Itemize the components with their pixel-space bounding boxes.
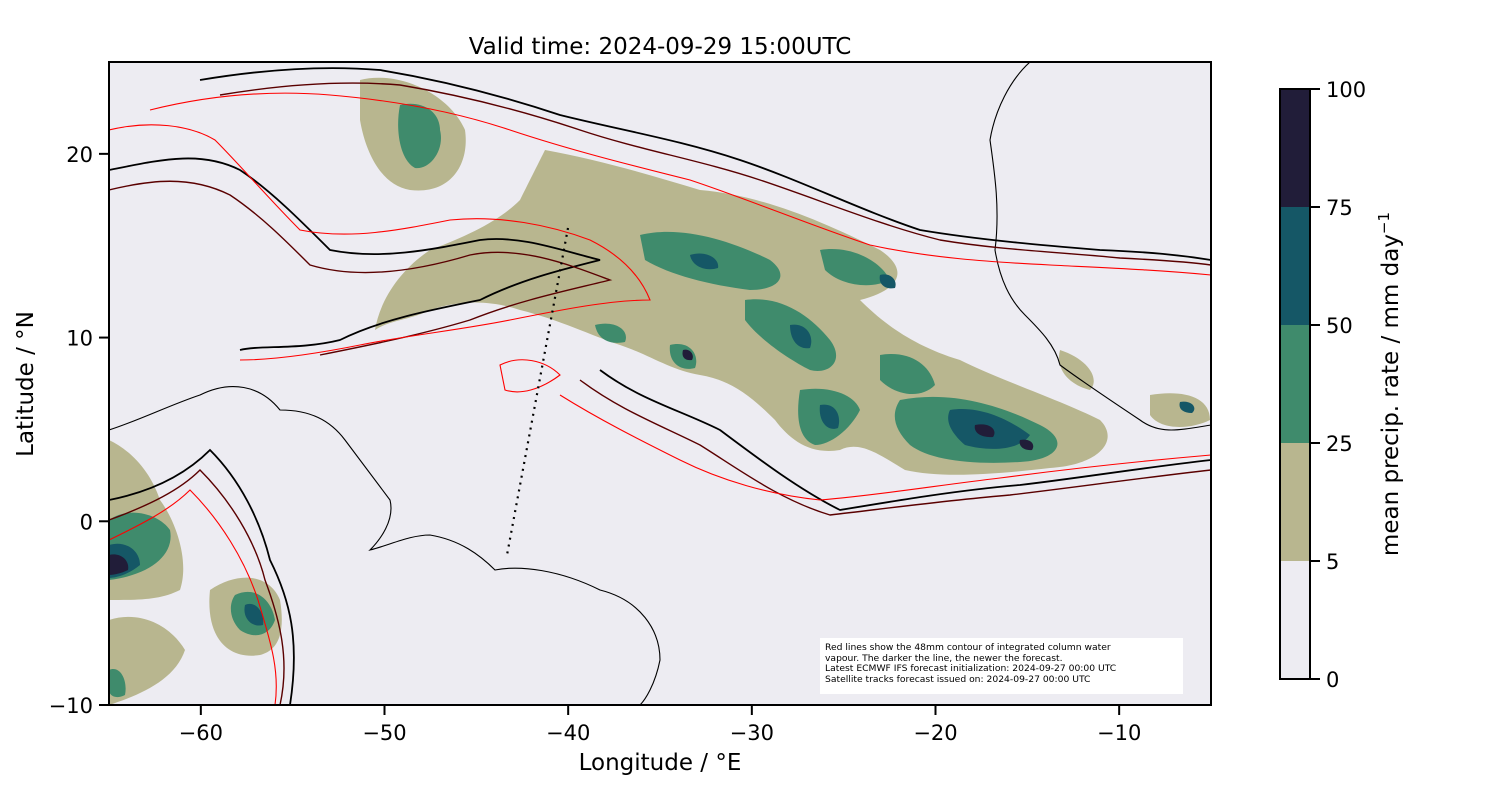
precip-band-5-25 bbox=[109, 77, 1210, 705]
x-tick-label: −60 bbox=[179, 721, 223, 745]
x-tick-label: −30 bbox=[730, 721, 774, 745]
y-tick-label: 20 bbox=[66, 143, 93, 167]
colorbar-tick-label: 0 bbox=[1326, 668, 1339, 692]
colorbar-label-superscript: −1 bbox=[1375, 212, 1393, 234]
note-line-3: Latest ECMWF IFS forecast initialization… bbox=[825, 663, 1117, 675]
colorbar-frame bbox=[1279, 88, 1311, 680]
colorbar-segment bbox=[1280, 207, 1310, 325]
y-tick-label: −10 bbox=[49, 694, 93, 718]
africa-coast bbox=[989, 62, 1211, 431]
x-axis: −60 −50 −40 −30 −20 −10 bbox=[179, 705, 1141, 745]
plot-frame bbox=[108, 61, 1212, 706]
colorbar-tick-label: 50 bbox=[1326, 314, 1353, 338]
precipitation-field bbox=[109, 77, 1210, 705]
colorbar-tick-label: 25 bbox=[1326, 432, 1353, 456]
colorbar-segment bbox=[1280, 325, 1310, 443]
colorbar-label: mean precip. rate / mm day−1 bbox=[1375, 212, 1404, 556]
x-axis-label: Longitude / °E bbox=[579, 750, 742, 776]
south-america-coast bbox=[109, 386, 661, 705]
precip-band-50-75 bbox=[109, 253, 1195, 626]
coastlines bbox=[109, 62, 1211, 705]
x-tick-label: −40 bbox=[546, 721, 590, 745]
forecast-note: Red lines show the 48mm contour of integ… bbox=[820, 638, 1183, 694]
contour-newest bbox=[109, 67, 1211, 705]
note-line-4: Satellite tracks forecast issued on: 202… bbox=[825, 673, 1091, 685]
contour-oldest bbox=[109, 92, 1211, 705]
y-tick-label: 0 bbox=[80, 510, 93, 534]
y-tick-label: 10 bbox=[66, 327, 93, 351]
note-line-1: Red lines show the 48mm contour of integ… bbox=[825, 642, 1111, 653]
colorbar-tick-label: 100 bbox=[1326, 78, 1366, 102]
colorbar-label-text: mean precip. rate / mm day bbox=[1378, 234, 1404, 556]
plot-background bbox=[109, 62, 1211, 705]
colorbar-segment bbox=[1280, 443, 1310, 561]
map-title: Valid time: 2024-09-29 15:00UTC bbox=[469, 34, 852, 60]
x-tick-label: −20 bbox=[913, 721, 957, 745]
y-axis-label: Latitude / °N bbox=[13, 311, 39, 457]
y-axis: −10 0 10 20 bbox=[49, 143, 109, 718]
x-tick-label: −10 bbox=[1097, 721, 1141, 745]
contour-mid bbox=[109, 82, 1211, 705]
colorbar-segment bbox=[1280, 561, 1310, 679]
x-tick-label: −50 bbox=[362, 721, 406, 745]
colorbar: 0 5 25 50 75 100 bbox=[1279, 78, 1366, 692]
colorbar-tick-label: 5 bbox=[1326, 550, 1339, 574]
note-line-2: vapour. The darker the line, the newer t… bbox=[825, 652, 1063, 664]
colorbar-tick-label: 75 bbox=[1326, 196, 1353, 220]
colorbar-segment bbox=[1280, 89, 1310, 207]
